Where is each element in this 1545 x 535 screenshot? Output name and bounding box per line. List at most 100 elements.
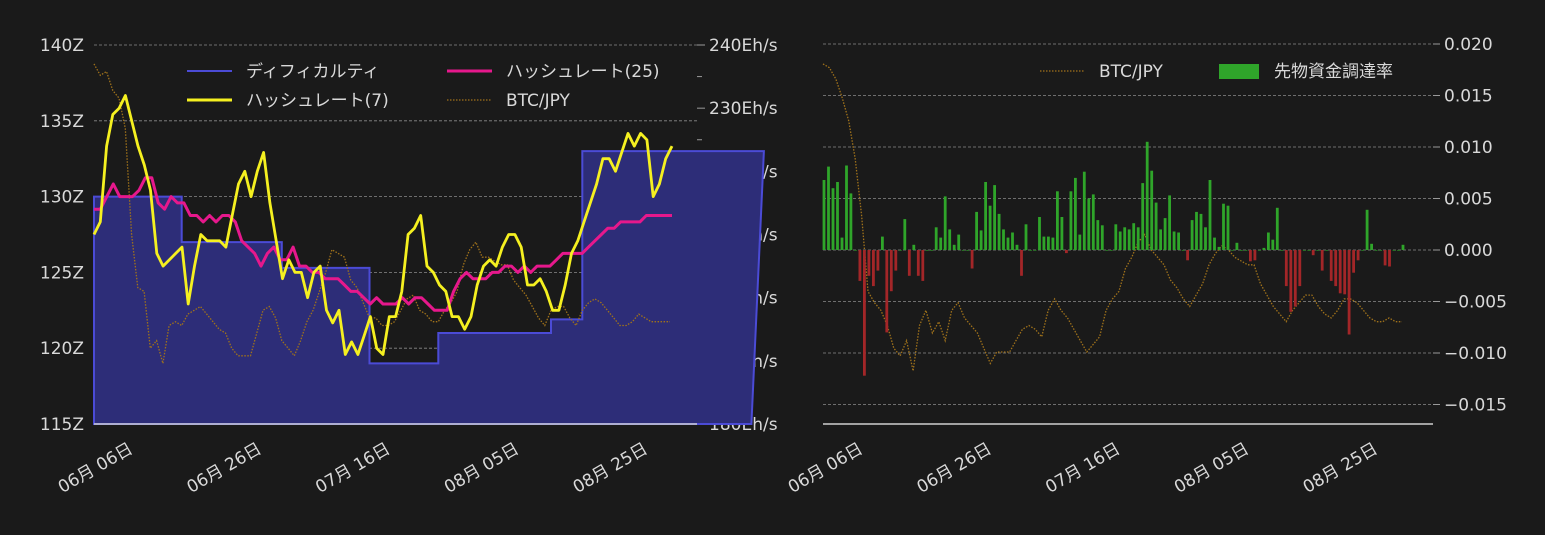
y-left-tick-label: 120Z: [40, 339, 84, 359]
funding-rate-bar: [827, 166, 830, 250]
funding-rate-bar: [1338, 250, 1342, 294]
y-right-tick-label: −0.010: [1444, 344, 1507, 364]
funding-rate-bar: [1365, 209, 1369, 250]
funding-rate-bar: [1020, 250, 1023, 276]
funding-rate-bar: [943, 196, 947, 250]
funding-rate-bar: [1289, 250, 1293, 312]
legend-label-hashrate7: ハッシュレート(7): [246, 91, 389, 111]
funding-rate-bar: [1172, 231, 1176, 250]
funding-rate-bar: [1056, 191, 1059, 250]
funding-rate-bar: [1204, 227, 1207, 250]
y-left-tick-label: 135Z: [40, 112, 84, 132]
funding-rate-bar: [1208, 180, 1212, 250]
y-right-tick-label: 230Eh/s: [709, 99, 778, 119]
funding-rate-bar: [1370, 243, 1373, 250]
funding-rate-bar: [1392, 250, 1396, 251]
hashrate7-line: [92, 94, 674, 356]
funding-rate-bar: [988, 205, 992, 250]
legend-label-btc: BTC/JPY: [1099, 62, 1164, 82]
funding-rate-bar: [1213, 237, 1216, 250]
funding-rate-bar: [1060, 217, 1064, 250]
chart-right: 0.020 0.015 0.010 0.005 0.000 −0.005 −0.010 −0.…: [785, 35, 1507, 498]
funding-rate-bar: [979, 230, 983, 250]
funding-rate-bar: [1069, 191, 1073, 250]
funding-rate-bar: [1231, 250, 1234, 251]
funding-rate-bar: [1109, 250, 1113, 251]
funding-rate-bar: [907, 250, 911, 276]
x-tick-label: 06月 26日: [184, 439, 266, 498]
funding-rate-bar: [1199, 213, 1203, 250]
funding-rate-bar: [1177, 232, 1180, 250]
funding-rate-bar: [1038, 217, 1041, 250]
funding-rate-bar: [1302, 250, 1306, 251]
funding-rate-bar: [912, 244, 916, 250]
funding-rate-bar: [1078, 234, 1082, 250]
funding-rate-bar: [1334, 250, 1338, 287]
funding-rate-bar: [881, 236, 884, 250]
funding-rate-bar: [1118, 231, 1122, 250]
funding-rate-bar: [1293, 250, 1297, 307]
funding-rate-bar: [1325, 250, 1329, 251]
funding-rate-bar: [1091, 194, 1095, 250]
funding-rate-bar: [993, 185, 996, 250]
y-right-tick-label: 0.010: [1444, 138, 1493, 158]
y-right-tick-label: 0.015: [1444, 87, 1493, 107]
funding-rate-bar: [1168, 195, 1171, 250]
funding-rate-bar: [1226, 205, 1230, 250]
funding-rate-bar: [1244, 250, 1248, 251]
funding-rate-bar: [1379, 250, 1382, 251]
funding-rate-bar: [1401, 244, 1405, 250]
chart-left: 115Z120Z125Z130Z135Z140Z180Eh/s190Eh/s20…: [40, 36, 778, 498]
funding-rate-bar: [1065, 250, 1068, 254]
funding-rate-bar: [1374, 250, 1378, 251]
funding-rate-bar: [1280, 250, 1284, 251]
funding-rate-bar: [898, 250, 902, 251]
funding-rate-bar: [1002, 229, 1005, 250]
funding-rate-bar: [1163, 218, 1167, 250]
x-tick-label: 08月 25日: [1300, 439, 1382, 498]
funding-rate-bar: [876, 250, 880, 271]
funding-rate-bar: [1258, 250, 1261, 251]
funding-rate-bar: [1154, 202, 1158, 250]
legend-swatch-funding-rate: [1219, 64, 1259, 79]
funding-rate-bar: [1127, 229, 1131, 250]
y-right-tick-label: 0.000: [1444, 241, 1493, 261]
funding-rate-bar: [1033, 250, 1037, 251]
funding-rate-bar: [1024, 224, 1028, 251]
funding-rate-bar: [1356, 250, 1360, 261]
y-right-tick-label: 240Eh/s: [709, 36, 778, 56]
funding-rate-bar: [1383, 250, 1387, 266]
funding-rate-bar: [1343, 250, 1347, 295]
funding-rate-bar: [845, 165, 848, 250]
funding-rate-bar: [934, 227, 938, 250]
funding-rate-bar: [1159, 229, 1162, 250]
funding-rate-bar: [1082, 171, 1086, 250]
funding-rate-bar: [957, 234, 961, 250]
y-left-tick-label: 140Z: [40, 36, 84, 56]
y-left-tick-label: 130Z: [40, 188, 84, 208]
funding-rate-bar: [1074, 177, 1077, 250]
funding-rate-bar: [1136, 227, 1140, 250]
legend-left: ディフィカルティ ハッシュレート(25) ハッシュレート(7) BTC/JPY: [187, 61, 660, 111]
funding-rate-bar: [1011, 232, 1014, 250]
funding-rate-bar: [863, 250, 866, 376]
funding-rate-bar: [1006, 237, 1010, 250]
funding-rate-bar: [1262, 247, 1266, 250]
funding-rate-bar: [822, 180, 826, 250]
x-tick-label: 08月 05日: [1171, 439, 1253, 498]
hashrate25-line: [94, 176, 672, 312]
funding-rate-bar: [1123, 227, 1127, 250]
x-tick-label: 06月 06日: [55, 439, 137, 498]
x-tick-label: 06月 06日: [785, 439, 867, 498]
funding-rate-bar: [1047, 236, 1050, 250]
x-tick-label: 07月 16日: [312, 439, 394, 498]
funding-rate-bar: [916, 250, 920, 276]
legend-label-difficulty: ディフィカルティ: [246, 61, 379, 82]
funding-rate-bar: [961, 250, 965, 251]
funding-rate-bar: [1240, 250, 1243, 251]
funding-rate-bar: [1311, 250, 1315, 256]
funding-rate-bar: [1235, 242, 1239, 250]
funding-rate-bar: [854, 250, 857, 251]
funding-rate-bar: [930, 250, 934, 251]
